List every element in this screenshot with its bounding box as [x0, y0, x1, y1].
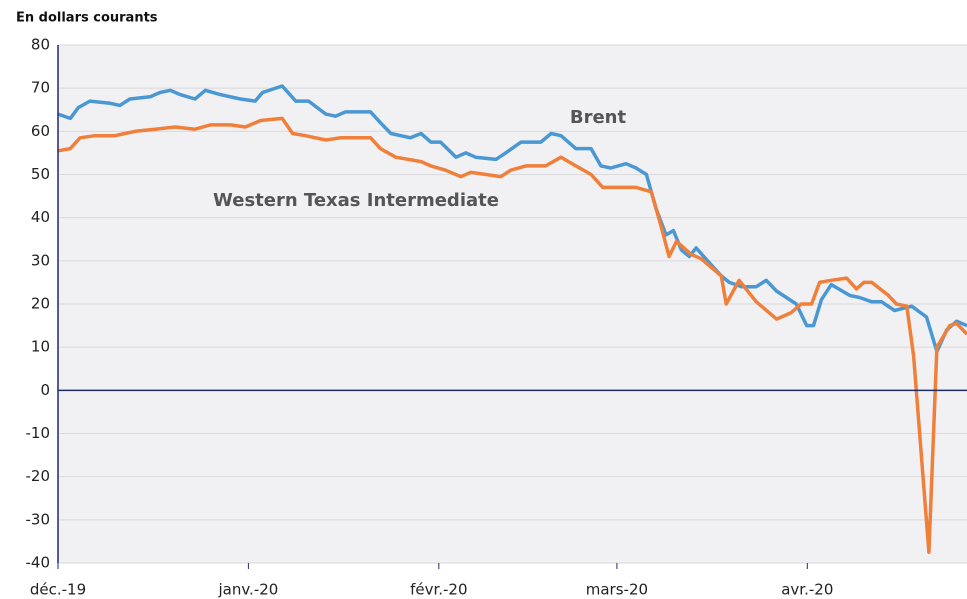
y-tick-label: 50 — [31, 165, 50, 183]
annotation: Brent — [570, 107, 627, 128]
y-tick-label: 20 — [31, 295, 50, 313]
x-tick-label: févr.-20 — [410, 581, 467, 599]
series-line — [57, 116, 967, 554]
y-axis-label: En dollars courants — [16, 11, 158, 26]
x-tick-label: janv.-20 — [217, 581, 278, 599]
x-tick-label: avr.-20 — [781, 581, 833, 599]
x-tick-label: déc.-19 — [30, 581, 86, 599]
y-tick-label: 30 — [31, 251, 50, 269]
annotation: Western Texas Intermediate — [213, 190, 499, 211]
y-tick-label: 80 — [31, 36, 50, 54]
x-tick-label: mars-20 — [586, 581, 648, 599]
y-tick-label: 0 — [40, 381, 50, 399]
y-tick-label: 40 — [31, 208, 50, 226]
y-tick-label: 70 — [31, 79, 50, 97]
y-tick-label: -30 — [26, 510, 51, 528]
series-line — [57, 84, 967, 354]
y-tick-label: -10 — [26, 424, 51, 442]
y-tick-label: 10 — [31, 338, 50, 356]
y-tick-label: 60 — [31, 122, 50, 140]
y-tick-label: -40 — [26, 554, 51, 572]
y-tick-label: -20 — [26, 467, 51, 485]
